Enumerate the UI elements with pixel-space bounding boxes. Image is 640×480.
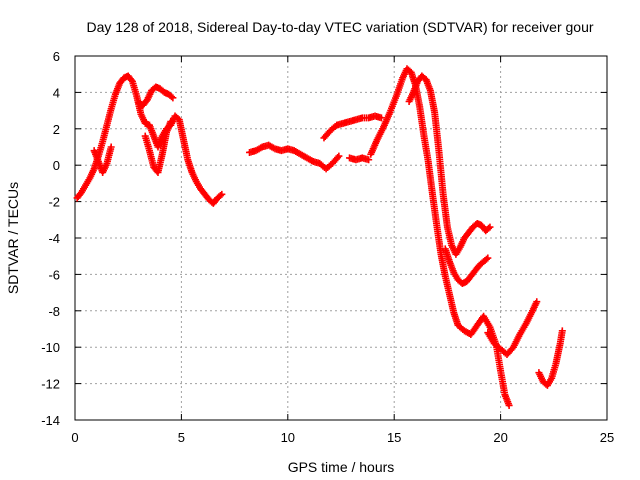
y-tick-label: -2 (48, 195, 60, 210)
y-tick-label: -14 (41, 413, 60, 428)
data-point (167, 118, 175, 126)
data-point (484, 254, 492, 262)
y-tick-label: -4 (48, 231, 60, 246)
x-tick-label: 25 (600, 430, 614, 445)
data-point (169, 94, 177, 102)
y-tick-label: -6 (48, 267, 60, 282)
y-tick-label: -8 (48, 304, 60, 319)
y-tick-label: 6 (53, 49, 60, 64)
chart-title: Day 128 of 2018, Sidereal Day-to-day VTE… (86, 19, 593, 35)
data-point (486, 223, 494, 231)
x-tick-label: 5 (178, 430, 185, 445)
data-point (482, 255, 490, 263)
y-tick-label: -10 (41, 340, 60, 355)
data-point (558, 327, 566, 335)
series-seg-6 (367, 65, 513, 409)
data-layer (73, 65, 566, 409)
x-axis-label: GPS time / hours (288, 459, 395, 475)
series-seg-1b (90, 143, 115, 176)
data-point (365, 156, 373, 164)
data-point (167, 93, 175, 101)
data-point (216, 192, 224, 200)
data-point (377, 114, 385, 122)
x-tick-label: 20 (493, 430, 507, 445)
series-seg-5 (346, 154, 373, 164)
data-point (335, 152, 343, 160)
series-seg-4 (320, 112, 385, 142)
tick-layer: 0 5 10 15 20 25 -14 -12 -10 -8 -6 -4 -2 0 2 4 6 (41, 49, 614, 445)
y-tick-label: -12 (41, 377, 60, 392)
data-point (505, 401, 513, 409)
series-seg-7 (405, 72, 494, 258)
plot-frame (74, 55, 608, 421)
x-tick-label: 10 (281, 430, 295, 445)
data-point (533, 298, 541, 306)
grid-layer (75, 56, 607, 420)
x-tick-label: 0 (71, 430, 78, 445)
y-axis-label: SDTVAR / TECUs (5, 182, 21, 294)
data-point (485, 224, 493, 232)
y-tick-label: 2 (53, 122, 60, 137)
series-seg-8 (441, 245, 492, 287)
x-tick-label: 15 (387, 430, 401, 445)
series-seg-3 (245, 141, 343, 173)
series-seg-9 (484, 298, 541, 358)
y-tick-label: 4 (53, 85, 60, 100)
data-point (218, 190, 226, 198)
series-seg-10 (535, 327, 566, 389)
series-seg-1c (141, 118, 175, 176)
data-point (107, 143, 115, 151)
data-point (334, 154, 342, 162)
y-tick-label: 0 (53, 158, 60, 173)
series-seg-2 (135, 83, 177, 109)
